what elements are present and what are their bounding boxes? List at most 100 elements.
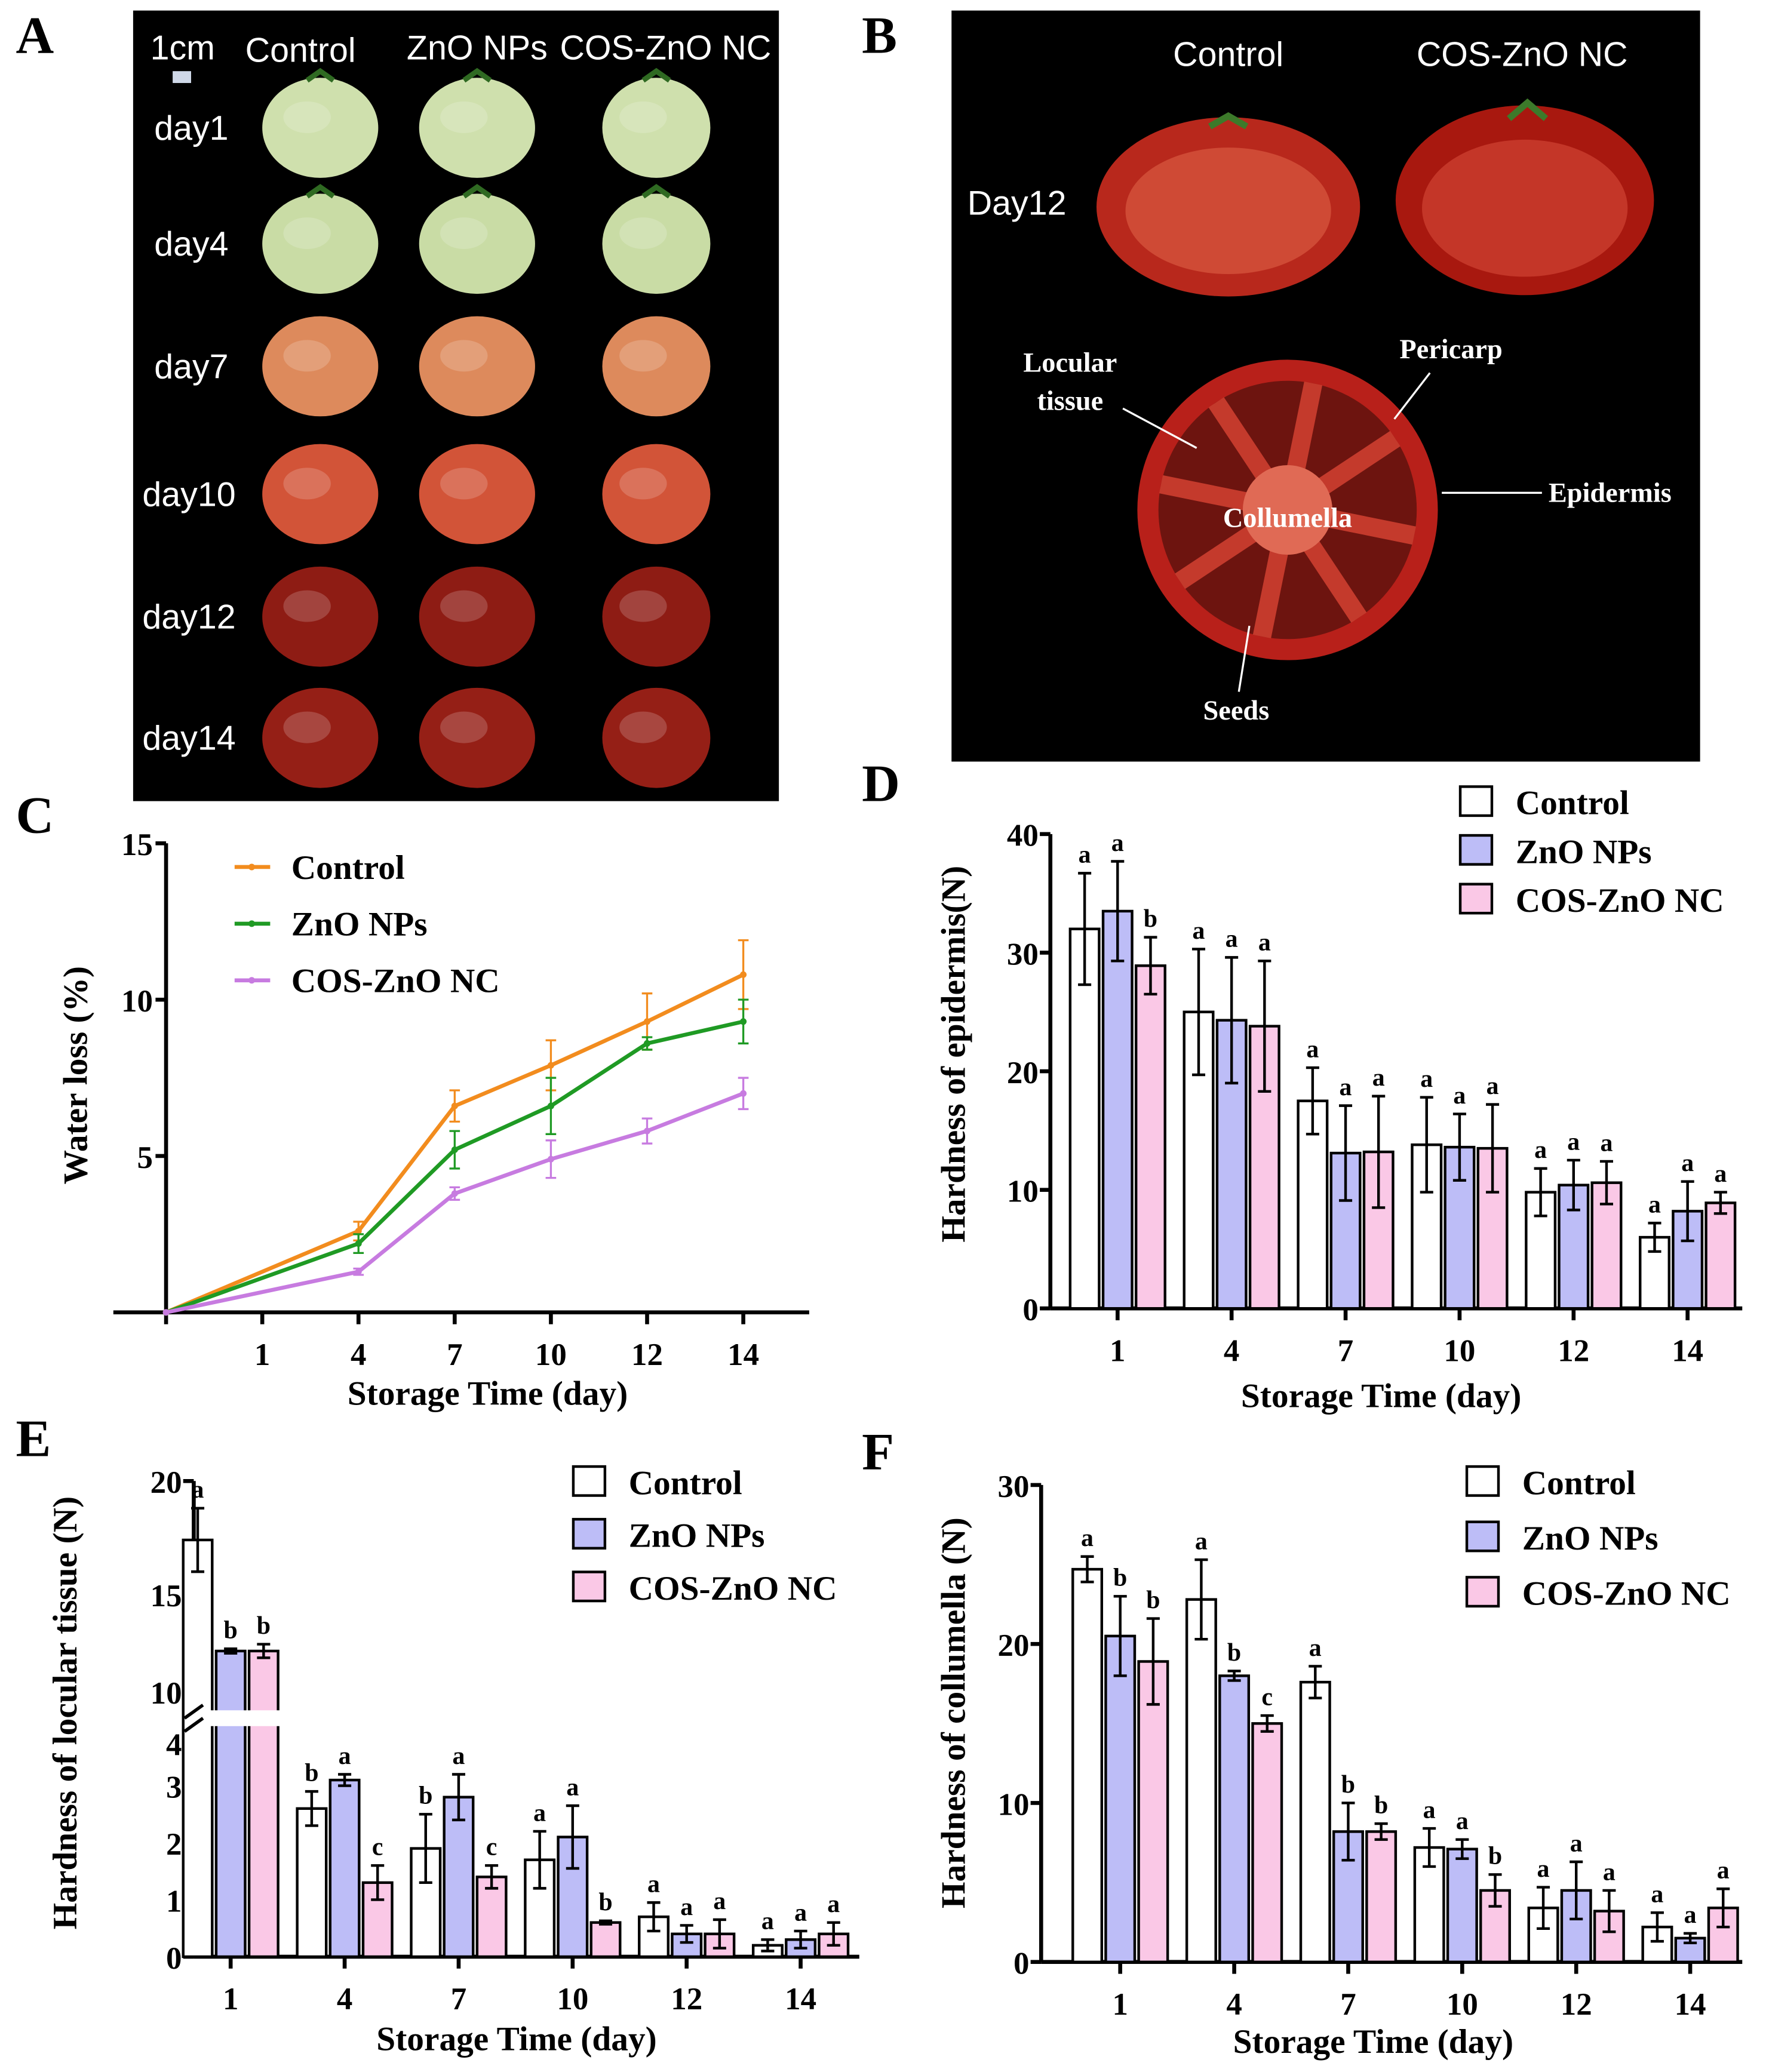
tomato-fruit bbox=[602, 78, 711, 178]
y-tick-label: 30 bbox=[997, 1470, 1029, 1504]
bar-cos bbox=[1704, 1201, 1737, 1310]
tomato-fruit bbox=[262, 566, 379, 667]
x-tick-label: 7 bbox=[451, 1982, 466, 2016]
x-tick-label: 4 bbox=[337, 1982, 352, 2016]
legend-label-control: Control bbox=[1522, 1464, 1636, 1502]
error-bar bbox=[1306, 1066, 1319, 1136]
series-line-zno bbox=[165, 1019, 744, 1314]
y-tick-label: 40 bbox=[1007, 819, 1039, 853]
significance-letter: b bbox=[1146, 1587, 1160, 1614]
bar-cos bbox=[1137, 1660, 1169, 1963]
bar-zno bbox=[1446, 1847, 1478, 1963]
error-bar bbox=[1537, 1886, 1550, 1930]
y-tick-label: 2 bbox=[166, 1827, 182, 1862]
stem-icon bbox=[1208, 98, 1549, 130]
legend-label-cos: COS-ZnO NC bbox=[1516, 882, 1724, 920]
error-bar bbox=[1194, 1558, 1208, 1641]
significance-letter: a bbox=[1486, 1072, 1499, 1100]
data-point-cos bbox=[355, 1268, 362, 1275]
x-tick-label: 14 bbox=[1672, 1333, 1703, 1368]
y-tick-label: 4 bbox=[166, 1727, 182, 1762]
bar-zno bbox=[1558, 1183, 1590, 1310]
x-tick-label: 10 bbox=[535, 1338, 567, 1372]
significance-letter: a bbox=[339, 1742, 351, 1770]
error-bar bbox=[1648, 1222, 1661, 1253]
stem-icon bbox=[462, 183, 492, 199]
error-bar bbox=[1534, 1167, 1547, 1218]
tomato-fruit bbox=[419, 316, 535, 417]
error-bar bbox=[1309, 1665, 1322, 1699]
panel-a-photo: 1cm Control ZnO NPs COS-ZnO NC day1 day4 d… bbox=[133, 10, 779, 801]
tomato-fruit bbox=[262, 687, 379, 788]
error-bar bbox=[338, 1773, 352, 1787]
x-tick-label: 4 bbox=[1224, 1333, 1239, 1368]
column-label-cos: COS-ZnO NC bbox=[560, 29, 772, 67]
data-point-zno bbox=[547, 1102, 554, 1109]
significance-letter: a bbox=[1423, 1796, 1436, 1824]
y-axis-title: Hardness of epidermis(N) bbox=[935, 866, 972, 1243]
error-bar bbox=[647, 1901, 661, 1933]
panel-letter-c: C bbox=[16, 786, 54, 845]
legend-swatch-cos bbox=[1465, 1576, 1500, 1608]
significance-letter: a bbox=[1600, 1129, 1613, 1157]
legend-label-control: Control bbox=[629, 1464, 742, 1502]
significance-letter: a bbox=[1079, 841, 1091, 869]
significance-letter: a bbox=[1537, 1855, 1550, 1883]
significance-letter: a bbox=[1684, 1901, 1697, 1929]
bar-zno bbox=[328, 1778, 361, 1959]
error-bar bbox=[1258, 960, 1271, 1093]
significance-letter: a bbox=[1195, 1527, 1208, 1555]
significance-letter: a bbox=[1306, 1035, 1319, 1063]
tomato-fruit bbox=[262, 444, 379, 545]
significance-letter: a bbox=[1456, 1807, 1469, 1835]
significance-letter: a bbox=[1081, 1524, 1094, 1552]
tomato-highlight bbox=[283, 101, 331, 133]
error-bar bbox=[761, 1938, 775, 1953]
legend-swatch-cos bbox=[1458, 883, 1494, 915]
significance-letter: a bbox=[647, 1871, 660, 1898]
data-point-zno bbox=[355, 1240, 362, 1247]
panel-letter-a: A bbox=[16, 6, 54, 64]
series-line-cos bbox=[165, 1092, 744, 1315]
row-label-day14: day14 bbox=[142, 720, 235, 758]
tomato-highlight bbox=[283, 340, 331, 372]
significance-letter: b bbox=[305, 1759, 318, 1787]
data-point-control bbox=[643, 1018, 651, 1025]
significance-letter: a bbox=[680, 1893, 693, 1921]
tomato-fruit bbox=[419, 444, 535, 545]
x-tick-label: 12 bbox=[1558, 1333, 1589, 1368]
significance-letter: a bbox=[1111, 829, 1124, 857]
legend-marker bbox=[248, 920, 256, 927]
significance-letter: a bbox=[1534, 1136, 1547, 1164]
stem-icon bbox=[641, 183, 671, 199]
tomato-fruit bbox=[262, 193, 379, 294]
significance-letter: c bbox=[372, 1834, 383, 1861]
bar-cos bbox=[1365, 1830, 1398, 1963]
bar-cos bbox=[1134, 964, 1166, 1310]
significance-letter: a bbox=[794, 1899, 807, 1926]
tomato-flesh bbox=[1125, 147, 1331, 274]
significance-letter: b bbox=[1341, 1771, 1355, 1799]
significance-letter: a bbox=[1570, 1830, 1583, 1857]
legend-swatch-zno bbox=[572, 1518, 607, 1550]
y-tick-label: 0 bbox=[1022, 1293, 1038, 1327]
legend-label-zno: ZnO NPs bbox=[1516, 833, 1652, 871]
significance-letter: a bbox=[761, 1908, 774, 1935]
significance-letter: c bbox=[486, 1834, 497, 1861]
significance-letter: a bbox=[713, 1887, 726, 1915]
significance-letter: a bbox=[1372, 1064, 1385, 1092]
error-bar bbox=[1339, 1104, 1353, 1202]
tomato-fruit bbox=[419, 687, 535, 788]
error-bar bbox=[1602, 1889, 1616, 1933]
error-bar bbox=[1452, 1112, 1466, 1182]
data-point-zno bbox=[451, 1146, 458, 1154]
stem-icon bbox=[305, 183, 335, 199]
data-point-cos bbox=[740, 1090, 747, 1097]
y-tick-label: 0 bbox=[1013, 1947, 1029, 1981]
bar-control bbox=[1185, 1598, 1217, 1963]
significance-letter: a bbox=[1681, 1149, 1694, 1177]
annotation-seeds: Seeds bbox=[1203, 696, 1270, 726]
column-label-control: Control bbox=[245, 32, 356, 70]
annotation-epidermis: Epidermis bbox=[1549, 478, 1672, 509]
x-tick-label: 10 bbox=[1443, 1333, 1475, 1368]
